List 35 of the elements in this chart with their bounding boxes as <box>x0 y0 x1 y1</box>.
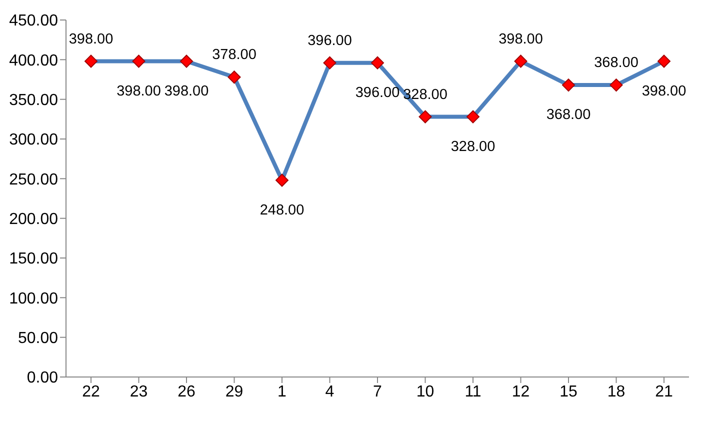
y-tick-label: 0.00 <box>26 370 58 387</box>
y-tick-label: 150.00 <box>9 250 58 268</box>
data-label: 398.00 <box>498 31 543 48</box>
data-label: 368.00 <box>594 55 638 72</box>
data-label: 398.00 <box>116 83 161 100</box>
data-label: 328.00 <box>450 138 496 155</box>
y-tick-label: 450.00 <box>9 12 58 30</box>
x-tick-label: 21 <box>655 383 673 400</box>
y-tick-label: 400.00 <box>9 52 58 70</box>
x-tick-label: 26 <box>178 383 196 400</box>
data-label: 378.00 <box>212 47 256 64</box>
data-label: 248.00 <box>260 202 304 218</box>
y-tick-label: 350.00 <box>9 92 58 110</box>
y-tick-label: 200.00 <box>9 211 58 228</box>
x-tick-label: 23 <box>130 383 148 400</box>
y-tick-label: 300.00 <box>9 132 58 149</box>
y-tick-label: 100.00 <box>9 290 58 308</box>
data-label: 396.00 <box>355 84 400 101</box>
y-tick-label: 50.00 <box>18 330 58 348</box>
x-tick-label: 12 <box>512 383 530 400</box>
x-tick-label: 29 <box>225 383 244 400</box>
x-tick-label: 15 <box>560 383 578 400</box>
data-label: 398.00 <box>68 31 114 48</box>
data-label: 398.00 <box>164 83 209 100</box>
x-tick-label: 10 <box>416 383 434 400</box>
x-tick-label: 1 <box>278 383 287 400</box>
y-tick-label: 250.00 <box>9 171 58 188</box>
data-label: 398.00 <box>642 83 686 100</box>
data-label: 368.00 <box>546 107 591 124</box>
x-tick-label: 22 <box>82 383 100 400</box>
x-tick-label: 4 <box>325 383 334 400</box>
x-tick-label: 7 <box>373 383 382 400</box>
x-tick-label: 18 <box>607 383 626 400</box>
x-tick-label: 11 <box>464 383 482 400</box>
data-label: 396.00 <box>308 32 352 49</box>
